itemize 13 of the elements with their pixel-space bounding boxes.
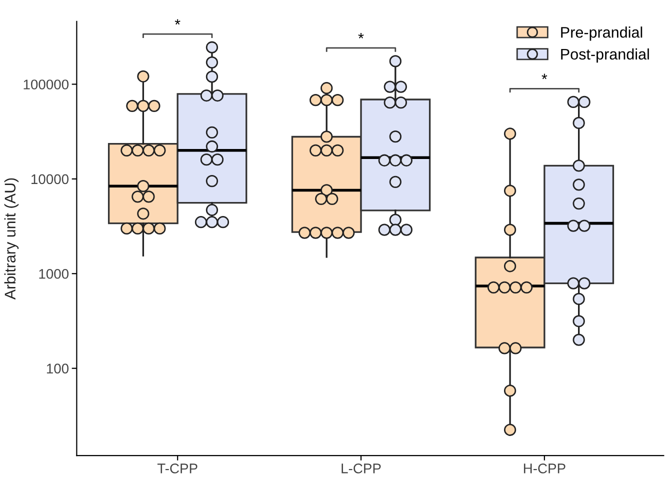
y-tick-label: 10000 xyxy=(32,174,69,184)
x-tick-label: T-CPP xyxy=(157,464,198,474)
legend-label: Pre-prandial xyxy=(561,26,642,41)
y-tick-label: 100 xyxy=(46,364,69,374)
x-tick-label: H-CPP xyxy=(524,464,566,474)
y-tick-label: 1000 xyxy=(39,268,69,279)
legend-label: Post-prandial xyxy=(561,48,649,63)
annotation: * xyxy=(542,74,548,80)
x-tick-label: L-CPP xyxy=(342,464,381,474)
annotation: * xyxy=(358,33,364,38)
y-axis-title: Arbitrary unit (AU) xyxy=(4,178,19,300)
y-tick-label: 100000 xyxy=(24,80,69,90)
annotation: * xyxy=(174,19,180,25)
